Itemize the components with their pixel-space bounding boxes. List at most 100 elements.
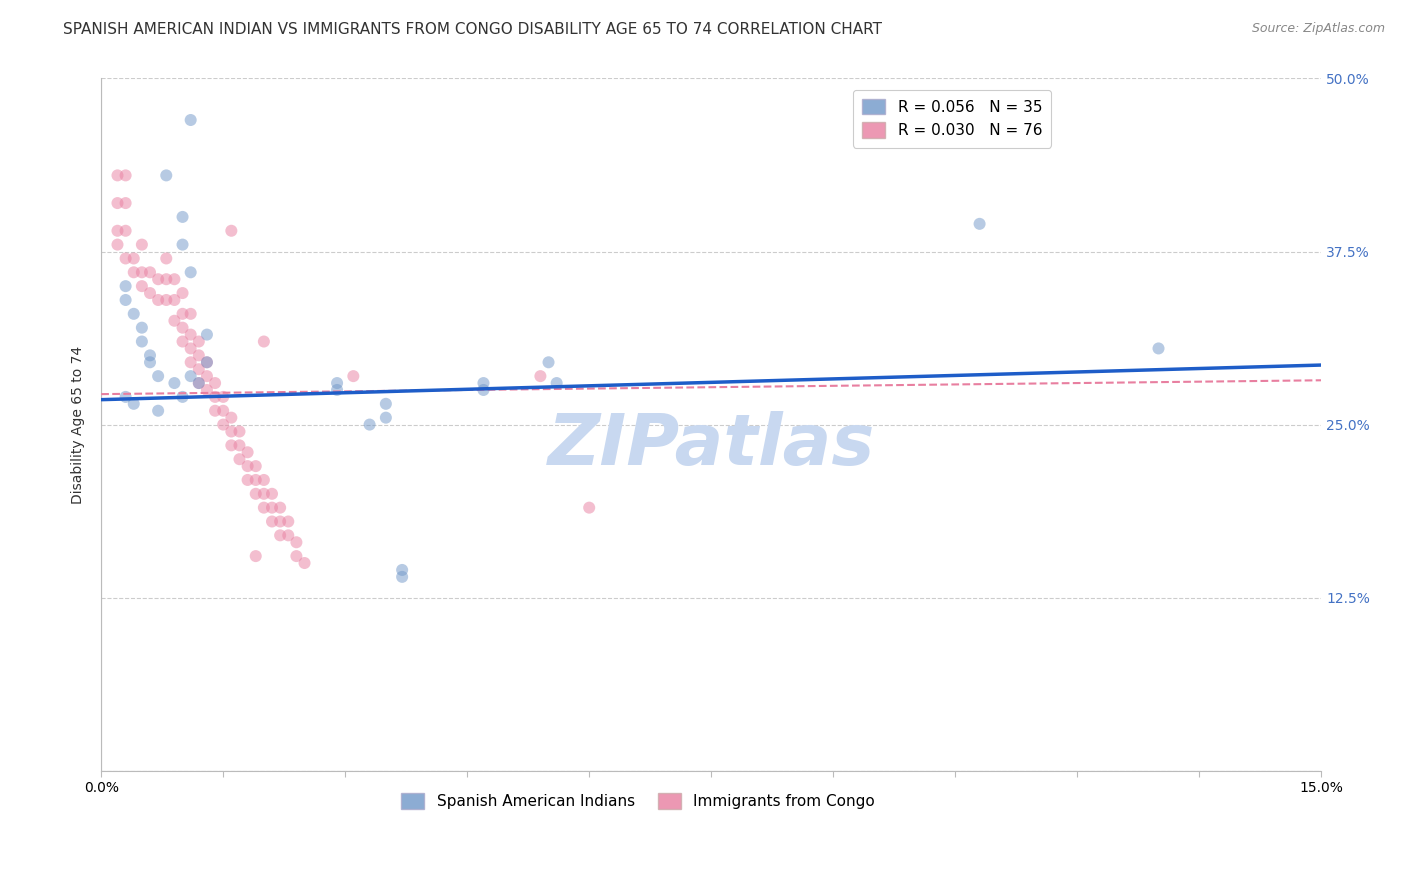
Point [195, 369, 218, 384]
Point [326, 376, 349, 390]
Point [374, 397, 396, 411]
Point [236, 445, 259, 459]
Point [228, 425, 250, 439]
Point [163, 314, 186, 328]
Point [187, 376, 209, 390]
Point [228, 452, 250, 467]
Point [285, 535, 308, 549]
Point [172, 286, 194, 301]
Point [253, 334, 276, 349]
Point [245, 473, 267, 487]
Point [187, 334, 209, 349]
Point [212, 403, 235, 417]
Point [172, 320, 194, 334]
Point [107, 169, 129, 183]
Point [537, 355, 560, 369]
Point [107, 224, 129, 238]
Point [212, 417, 235, 432]
Point [245, 549, 267, 563]
Point [277, 515, 299, 529]
Point [131, 320, 153, 334]
Point [187, 362, 209, 376]
Point [221, 410, 243, 425]
Point [269, 528, 291, 542]
Point [195, 355, 218, 369]
Point [146, 293, 169, 307]
Text: Source: ZipAtlas.com: Source: ZipAtlas.com [1251, 22, 1385, 36]
Point [155, 293, 177, 307]
Point [204, 376, 226, 390]
Point [195, 383, 218, 397]
Legend: Spanish American Indians, Immigrants from Congo: Spanish American Indians, Immigrants fro… [395, 787, 880, 815]
Point [139, 286, 162, 301]
Point [122, 397, 145, 411]
Point [180, 355, 202, 369]
Point [546, 376, 568, 390]
Point [187, 376, 209, 390]
Point [221, 425, 243, 439]
Point [391, 570, 413, 584]
Point [180, 113, 202, 128]
Point [131, 279, 153, 293]
Point [187, 348, 209, 362]
Point [180, 369, 202, 384]
Point [114, 169, 136, 183]
Point [578, 500, 600, 515]
Point [342, 369, 364, 384]
Point [139, 355, 162, 369]
Point [245, 459, 267, 474]
Point [146, 369, 169, 384]
Point [114, 293, 136, 307]
Point [277, 528, 299, 542]
Point [221, 224, 243, 238]
Point [529, 369, 551, 384]
Point [195, 327, 218, 342]
Point [245, 487, 267, 501]
Point [172, 210, 194, 224]
Point [122, 252, 145, 266]
Point [122, 265, 145, 279]
Point [131, 265, 153, 279]
Point [180, 307, 202, 321]
Point [155, 169, 177, 183]
Point [195, 355, 218, 369]
Point [155, 252, 177, 266]
Point [107, 196, 129, 211]
Point [1147, 342, 1170, 356]
Point [969, 217, 991, 231]
Point [172, 390, 194, 404]
Point [326, 383, 349, 397]
Point [204, 390, 226, 404]
Point [163, 293, 186, 307]
Text: SPANISH AMERICAN INDIAN VS IMMIGRANTS FROM CONGO DISABILITY AGE 65 TO 74 CORRELA: SPANISH AMERICAN INDIAN VS IMMIGRANTS FR… [63, 22, 883, 37]
Point [180, 265, 202, 279]
Point [253, 473, 276, 487]
Point [260, 500, 283, 515]
Point [359, 417, 381, 432]
Point [269, 515, 291, 529]
Point [172, 334, 194, 349]
Point [236, 459, 259, 474]
Point [163, 272, 186, 286]
Point [139, 265, 162, 279]
Point [172, 237, 194, 252]
Point [391, 563, 413, 577]
Point [228, 438, 250, 452]
Point [204, 403, 226, 417]
Point [180, 342, 202, 356]
Point [114, 252, 136, 266]
Point [172, 307, 194, 321]
Point [260, 515, 283, 529]
Point [285, 549, 308, 563]
Y-axis label: Disability Age 65 to 74: Disability Age 65 to 74 [72, 345, 86, 504]
Point [212, 390, 235, 404]
Text: ZIPatlas: ZIPatlas [547, 411, 875, 480]
Point [131, 334, 153, 349]
Point [221, 438, 243, 452]
Point [163, 376, 186, 390]
Point [155, 272, 177, 286]
Point [107, 237, 129, 252]
Point [472, 376, 495, 390]
Point [236, 473, 259, 487]
Point [122, 307, 145, 321]
